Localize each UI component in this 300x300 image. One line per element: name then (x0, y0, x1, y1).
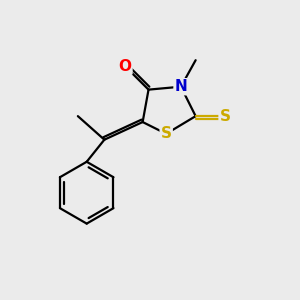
Text: S: S (220, 109, 231, 124)
Text: S: S (161, 126, 172, 141)
Text: O: O (118, 58, 131, 74)
Text: N: N (175, 79, 187, 94)
